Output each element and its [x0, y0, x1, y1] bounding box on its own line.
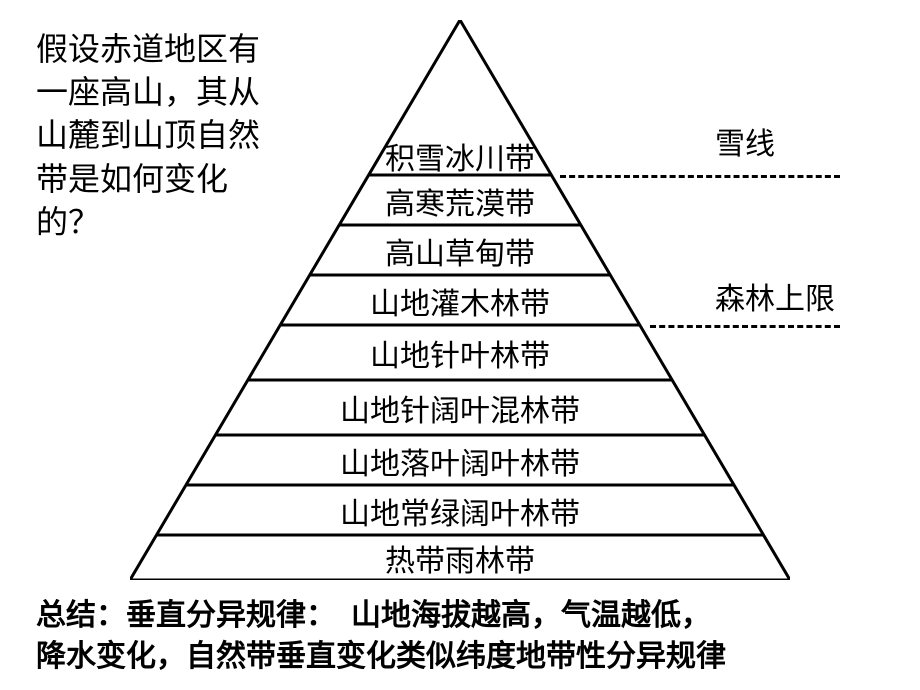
- zone-label-3: 山地灌木林带: [370, 290, 550, 320]
- zone-label-5: 山地针阔叶混林带: [340, 397, 580, 427]
- zone-label-2: 高山草甸带: [385, 240, 535, 270]
- zone-label-0: 积雪冰川带: [385, 145, 535, 175]
- zone-label-6: 山地落叶阔叶林带: [340, 450, 580, 480]
- zone-label-1: 高寒荒漠带: [385, 190, 535, 220]
- summary-line-2: 降水变化，自然带垂直变化类似纬度地带性分异规律: [36, 640, 726, 673]
- forest-limit-dashed: [650, 325, 840, 328]
- zone-label-4: 山地针叶林带: [370, 342, 550, 372]
- summary-text: 总结：垂直分异规律： 山地海拔越高，气温越低， 降水变化，自然带垂直变化类似纬度…: [36, 596, 896, 677]
- pyramid-diagram: 积雪冰川带 高寒荒漠带 高山草甸带 山地灌木林带 山地针叶林带 山地针阔叶混林带…: [130, 20, 790, 580]
- forest-limit-label: 森林上限: [715, 285, 835, 315]
- snowline-label: 雪线: [715, 130, 775, 160]
- snowline-dashed: [560, 175, 840, 178]
- summary-line-1: 总结：垂直分异规律： 山地海拔越高，气温越低，: [36, 599, 711, 632]
- zone-label-8: 热带雨林带: [385, 547, 535, 577]
- zone-label-7: 山地常绿阔叶林带: [340, 500, 580, 530]
